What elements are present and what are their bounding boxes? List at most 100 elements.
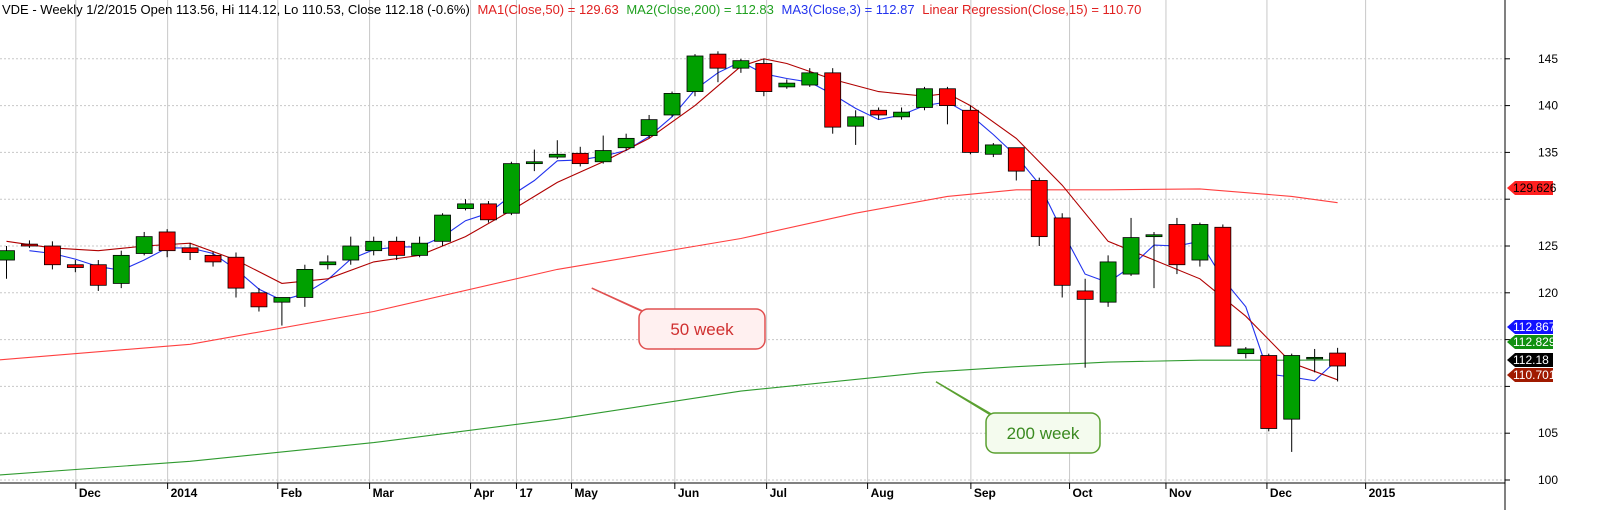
candle-down [89,260,107,291]
price-tag-shape [1507,181,1553,195]
price-tag-value: 112.867 [1513,320,1556,334]
price-tick-label: 125 [1538,239,1558,253]
price-tag-shape [1507,353,1553,367]
candle-body [1030,180,1048,238]
candle-body [227,256,245,289]
date-tick-label: Feb [281,486,302,500]
candle-body [1145,234,1163,238]
candle-body [984,144,1002,155]
chart-header: VDE - Weekly 1/2/2015 Open 113.56, Hi 11… [2,2,1141,17]
candle-body [89,264,107,286]
candle-down [480,201,497,223]
candle-up [434,213,451,246]
candle-body [273,297,291,303]
date-tick-label: 2014 [171,486,198,500]
candle-up [916,86,933,111]
candle-body [1007,147,1025,172]
candle-body [962,109,979,153]
candle-body [44,245,61,266]
candle-body [158,231,176,252]
price-tag: 129.626 [1507,181,1557,195]
date-tick-label: Dec [1270,486,1292,500]
callout-seam [648,316,661,323]
candle-up [801,68,819,87]
candle-up [319,255,337,270]
candle-up [365,236,383,256]
candle-body [1214,226,1232,347]
candle-body [594,150,612,163]
candle-up [617,133,635,151]
candle-body [1122,237,1140,275]
date-tick-label: Aug [871,486,894,500]
candle-up [1237,347,1255,359]
candle-body [250,292,268,308]
candle-body [686,55,704,92]
candle-up [893,107,910,120]
candle-up [1306,348,1324,373]
candle-up [411,236,429,258]
candle-body [824,72,842,128]
candle-body [112,254,130,284]
date-tick-label: Sep [974,486,996,500]
candle-body [663,93,681,116]
candle-up [525,149,543,172]
svg-text:VDE - Weekly 1/2/2015 Open 113: VDE - Weekly 1/2/2015 Open 113.56, Hi 11… [2,2,1141,17]
candle-down [1053,213,1071,298]
callouts: 50 week 200 week [591,287,1101,454]
candle-up [112,250,130,289]
candle-up [0,246,15,279]
price-tick-label: 135 [1538,145,1558,159]
candle-down [962,105,979,155]
candle-body [1168,224,1186,266]
candle-body [502,163,520,214]
price-tag: 110.701 [1507,368,1556,382]
header-ma3: MA3(Close,3) = 112.87 [782,2,915,17]
candle-down [1214,224,1232,347]
candle-down [21,240,38,248]
candle-up [1145,231,1163,289]
candle-body [916,88,933,108]
candle-up [342,236,360,265]
date-tick-label: Mar [373,486,395,500]
candle-body [709,53,727,69]
candle-body [893,111,910,118]
candle-down [250,288,268,312]
candle-body [1306,356,1324,360]
price-tag: 112.867 [1507,320,1556,334]
candle-body [548,153,566,158]
candle-body [388,240,406,256]
candle-body [319,261,337,266]
candle-body [847,116,865,127]
price-tick-label: 120 [1538,286,1558,300]
callout-box [985,412,1101,454]
candle-body [0,250,15,261]
candle-up [732,58,750,73]
candle-down [1329,347,1346,382]
candle-down [158,229,176,258]
candle-up [1283,353,1301,452]
candle-down [181,243,199,261]
price-tick-label: 100 [1538,473,1558,487]
price-tag-shape [1507,368,1553,382]
candle-body [1076,290,1094,300]
candle-down [44,241,61,270]
candle-up [273,297,291,326]
candle-body [525,161,543,165]
header-ma1: MA1(Close,50) = 129.63 [477,2,618,17]
price-tag-value: 129.626 [1513,181,1557,195]
price-tag-value: 112.18 [1513,353,1549,367]
candle-body [1260,355,1278,429]
candle-down [571,146,589,167]
candle-down [1007,147,1025,181]
candle-up [778,79,796,89]
candle-body [411,242,429,256]
candle-body [365,240,383,252]
candle-down [824,68,842,134]
price-tick-label: 145 [1538,52,1558,66]
candle-body [1191,224,1209,261]
candle-body [181,247,199,253]
callout-label: 200 week [1007,424,1080,443]
